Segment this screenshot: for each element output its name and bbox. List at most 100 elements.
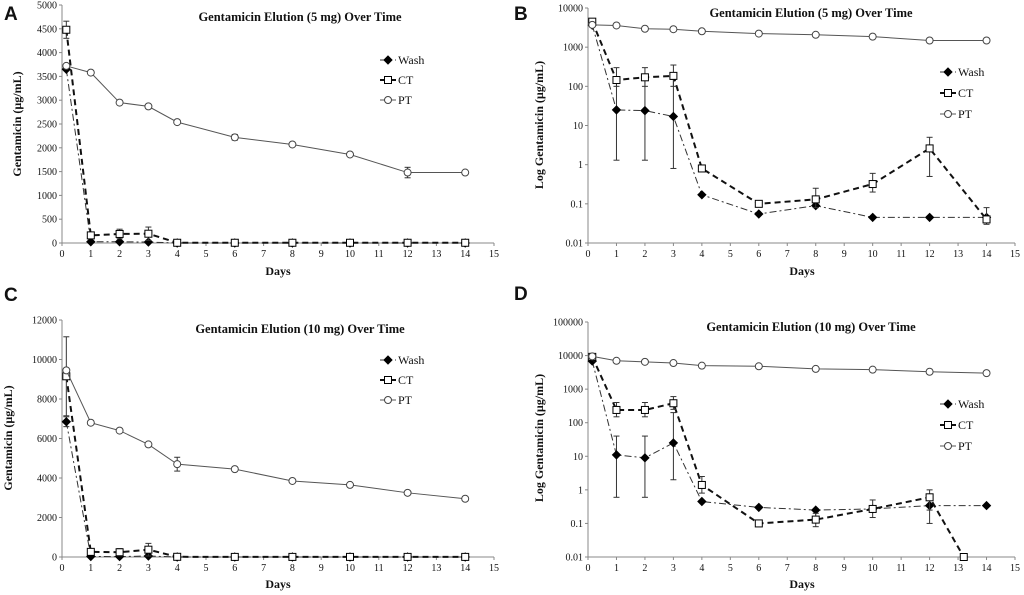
x-tick-label: 8	[290, 563, 295, 574]
data-point-ct	[640, 73, 649, 82]
legend-label-wash: Wash	[398, 353, 424, 367]
legend-marker-wash	[383, 355, 393, 365]
panel-c: C Gentamicin Elution (10 mg) Over Time 0 20…	[1, 285, 499, 591]
x-axis-label: Days	[789, 577, 815, 591]
series-line-pt	[65, 370, 466, 500]
y-tick-label: 0	[52, 239, 57, 250]
x-tick-label: 2	[117, 249, 122, 260]
legend-marker-pt	[384, 96, 392, 104]
data-point-wash	[611, 450, 622, 460]
x-tick-label: 1	[614, 249, 619, 260]
legend-label-ct: CT	[398, 73, 414, 87]
data-point-ct	[925, 493, 934, 502]
series-line-pt	[592, 24, 987, 41]
x-axis-label: Days	[265, 577, 291, 591]
x-tick-label: 6	[232, 249, 237, 260]
data-point-pt	[144, 102, 153, 111]
x-tick-label: 0	[60, 563, 65, 574]
data-point-pt	[144, 440, 153, 449]
y-tick-label: 8000	[37, 395, 57, 406]
data-point-pt	[588, 352, 597, 361]
legend-marker-ct	[944, 421, 952, 429]
legend-marker-pt	[944, 442, 952, 450]
panel-b: B Gentamicin Elution (5 mg) Over Time 0.01…	[514, 4, 1020, 279]
x-tick-label: 9	[842, 249, 847, 260]
x-tick-label: 8	[290, 249, 295, 260]
y-axis-label: Log Gentamicin (µg/mL)	[532, 374, 546, 502]
x-tick-label: 6	[756, 249, 761, 260]
x-tick-label: 12	[403, 563, 413, 574]
y-tick-label: 2500	[37, 120, 57, 131]
data-point-pt	[612, 21, 621, 30]
data-point-pt	[925, 367, 934, 376]
x-tick-label: 10	[345, 563, 355, 574]
chart-title: Gentamicin Elution (10 mg) Over Time	[195, 322, 405, 336]
series-line-pt	[66, 65, 466, 174]
data-point-ct	[230, 238, 239, 247]
data-point-pt	[640, 24, 649, 33]
y-tick-label: 12000	[32, 316, 57, 327]
y-tick-label: 10000	[558, 4, 583, 15]
x-tick-label: 10	[868, 563, 878, 574]
data-point-ct	[115, 548, 124, 557]
panel-letter: C	[4, 285, 18, 306]
data-point-ct	[346, 238, 354, 247]
x-tick-label: 13	[953, 563, 963, 574]
data-point-pt	[612, 356, 621, 365]
y-tick-label: 1500	[37, 167, 57, 178]
data-point-wash	[86, 237, 96, 247]
data-point-ct	[754, 199, 763, 208]
data-point-ct	[62, 25, 71, 34]
x-tick-label: 15	[1010, 249, 1020, 260]
data-point-pt	[982, 36, 991, 45]
x-tick-label: 9	[319, 563, 324, 574]
data-point-ct	[288, 238, 297, 247]
data-point-pt	[86, 418, 95, 427]
y-tick-label: 1	[578, 160, 583, 171]
x-axis-label: Days	[789, 264, 815, 278]
panel-a: A Gentamicin Elution (5 mg) Over Time 0 500…	[4, 1, 499, 279]
x-tick-label: 7	[785, 563, 790, 574]
x-tick-label: 15	[1010, 563, 1020, 574]
data-point-ct	[811, 195, 820, 204]
data-point-pt	[86, 68, 95, 77]
data-point-pt	[754, 29, 763, 38]
data-point-ct	[346, 552, 354, 561]
x-tick-label: 6	[232, 563, 237, 574]
data-point-pt	[288, 476, 297, 485]
legend-label-pt: PT	[958, 107, 973, 121]
data-point-pt	[230, 465, 239, 474]
series-line-ct	[65, 29, 466, 244]
data-point-pt	[697, 27, 706, 36]
series-line-ct	[591, 21, 988, 221]
legend-label-pt: PT	[398, 393, 413, 407]
y-tick-label: 100	[568, 418, 583, 429]
y-tick-label: 10000	[32, 355, 57, 366]
chart-title: Gentamicin Elution (5 mg) Over Time	[198, 10, 402, 24]
data-point-wash	[640, 453, 650, 463]
x-tick-label: 3	[671, 563, 676, 574]
y-tick-label: 1000	[563, 385, 583, 396]
y-tick-label: 2000	[37, 513, 57, 524]
data-point-wash	[697, 190, 707, 200]
x-tick-label: 4	[175, 249, 180, 260]
x-tick-label: 0	[60, 249, 65, 260]
data-point-ct	[173, 238, 182, 247]
data-point-wash	[981, 500, 992, 511]
x-tick-label: 7	[785, 249, 790, 260]
x-tick-label: 14	[460, 249, 470, 260]
data-point-wash	[754, 209, 764, 219]
chart-title: Gentamicin Elution (5 mg) Over Time	[709, 6, 913, 20]
x-tick-label: 5	[728, 563, 733, 574]
y-tick-label: 0.01	[566, 239, 584, 250]
series-line-ct	[65, 376, 466, 558]
data-point-pt	[62, 366, 71, 375]
data-point-ct	[86, 231, 95, 240]
legend-marker-ct	[384, 76, 392, 84]
x-tick-label: 13	[953, 249, 963, 260]
data-point-wash	[697, 496, 707, 507]
chart-title: Gentamicin Elution (10 mg) Over Time	[706, 320, 916, 334]
series-line-wash	[65, 421, 466, 558]
x-tick-label: 4	[175, 563, 180, 574]
y-tick-label: 1000	[563, 43, 583, 54]
